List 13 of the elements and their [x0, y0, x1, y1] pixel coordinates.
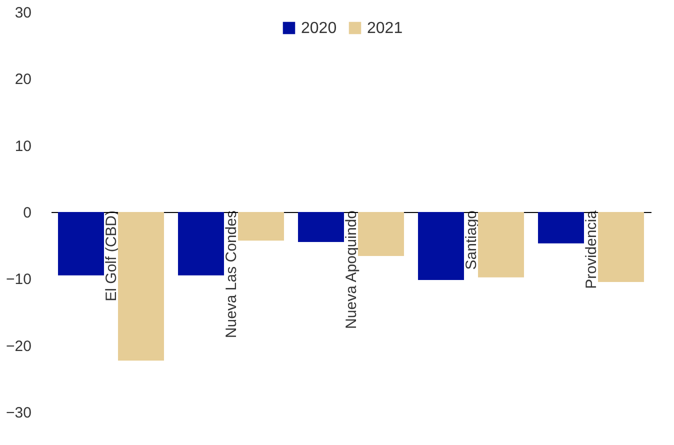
- x-tick-label: Nueva Las Condes: [223, 210, 240, 338]
- y-tick-label: 10: [14, 138, 32, 155]
- x-tick-label: Nueva Apoquindo: [343, 210, 360, 329]
- y-tick-label: −30: [6, 404, 32, 422]
- legend-label: 2021: [367, 20, 403, 37]
- y-tick-label: 20: [14, 71, 32, 88]
- x-tick-label: Providencia: [583, 210, 600, 289]
- y-tick-label: −10: [6, 271, 32, 288]
- y-tick-label: 30: [14, 4, 32, 22]
- y-tick-label: −20: [6, 338, 32, 355]
- y-tick-label: 0: [23, 204, 32, 222]
- legend-label: 2020: [301, 20, 337, 37]
- x-tick-label: Santiago: [463, 210, 480, 270]
